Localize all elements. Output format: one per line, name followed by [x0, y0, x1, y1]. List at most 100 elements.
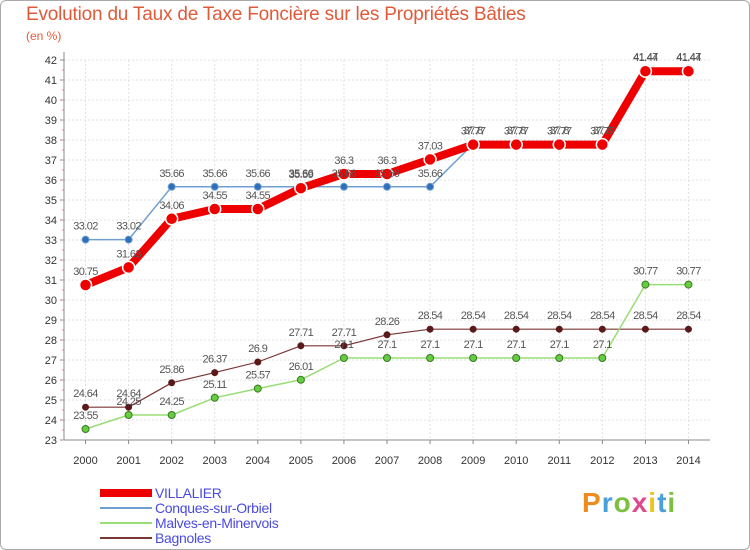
- data-point: [167, 411, 176, 419]
- y-tick-label: 25: [45, 395, 57, 407]
- data-label: 28.26: [375, 316, 400, 328]
- data-point: [383, 331, 391, 339]
- data-point: [125, 403, 133, 411]
- brand-letter: r: [601, 487, 614, 518]
- x-tick-label: 2002: [159, 455, 183, 467]
- data-label: 23.55: [73, 410, 98, 422]
- data-point: [641, 280, 650, 289]
- legend-swatch: [100, 489, 152, 497]
- data-point: [251, 202, 265, 216]
- data-label: 26.9: [248, 343, 267, 355]
- data-label: 25.11: [203, 379, 227, 391]
- data-point: [512, 354, 521, 362]
- legend-label: VILLALIER: [155, 485, 222, 501]
- data-point: [598, 354, 607, 362]
- x-tick-label: 2001: [116, 455, 140, 467]
- chart-subtitle: (en %): [26, 29, 62, 43]
- x-tick-label: 2012: [590, 455, 614, 467]
- x-tick-label: 2007: [375, 455, 399, 467]
- data-label: 35.66: [418, 168, 443, 180]
- y-tick-label: 28: [45, 335, 57, 347]
- data-point: [595, 137, 610, 152]
- data-label: 28.54: [676, 310, 701, 322]
- data-point: [598, 325, 606, 333]
- data-point: [466, 137, 480, 152]
- data-label: 28.54: [504, 310, 529, 322]
- data-label: 28.54: [547, 310, 572, 322]
- data-label: 37.77: [547, 126, 572, 138]
- data-point: [383, 354, 391, 362]
- data-point: [340, 342, 348, 350]
- data-label: 27.1: [550, 339, 569, 351]
- gridlines: [64, 59, 710, 441]
- legend-label: Malves-en-Minervois: [155, 515, 279, 531]
- y-tick-label: 27: [45, 355, 57, 367]
- data-point: [512, 325, 520, 333]
- series-lines: [78, 64, 696, 433]
- data-point: [124, 235, 133, 244]
- data-point: [210, 182, 219, 191]
- x-tick-label: 2009: [461, 455, 485, 467]
- data-point: [296, 375, 305, 384]
- y-tick-label: 38: [45, 135, 57, 147]
- x-tick-label: 2005: [289, 455, 313, 467]
- data-label: 35.66: [332, 168, 357, 180]
- data-label: 37.77: [590, 126, 615, 138]
- data-label: 25.57: [246, 370, 271, 382]
- brand-letter: i: [648, 487, 658, 518]
- data-point: [383, 182, 391, 191]
- data-label: 36.3: [377, 155, 396, 167]
- data-label: 36.3: [334, 155, 353, 167]
- data-label: 41.47: [676, 52, 701, 64]
- y-tick-label: 35: [45, 195, 57, 207]
- data-label: 24.25: [159, 396, 184, 408]
- y-tick-label: 41: [45, 75, 57, 87]
- brand-logo: Proxiti: [582, 487, 676, 519]
- data-label: 31.63: [116, 248, 141, 260]
- data-point: [168, 379, 176, 387]
- data-label: 28.54: [633, 310, 658, 322]
- data-label: 33.02: [73, 221, 98, 233]
- data-label: 27.1: [334, 339, 353, 351]
- data-label: 28.54: [461, 310, 486, 322]
- brand-letter: o: [613, 487, 632, 518]
- data-label: 24.64: [73, 388, 98, 400]
- data-label: 37.8: [593, 125, 612, 137]
- data-point: [469, 325, 477, 333]
- y-tick-label: 24: [45, 415, 57, 427]
- data-point: [638, 64, 653, 78]
- data-label: 28.54: [590, 310, 615, 322]
- axes: 23 24 25 26 27 28 29 30 31 32 33 34 35 36 37 38 39 40 41 42…: [45, 52, 710, 467]
- data-point: [253, 384, 262, 393]
- data-point: [337, 167, 351, 181]
- data-point: [254, 358, 262, 366]
- data-label: 37.8: [464, 125, 483, 137]
- data-point: [684, 280, 693, 289]
- data-label: 34.55: [246, 190, 271, 202]
- data-label: 27.1: [464, 339, 483, 351]
- brand-letter: t: [657, 487, 668, 518]
- data-label: 27.1: [507, 339, 526, 351]
- data-point: [509, 137, 523, 152]
- data-label: 30.77: [633, 266, 658, 278]
- data-point: [294, 181, 308, 195]
- y-tick-label: 33: [45, 235, 57, 247]
- data-point: [426, 354, 435, 362]
- y-tick-label: 34: [45, 215, 57, 227]
- data-point: [82, 403, 90, 411]
- y-tick-label: 26: [45, 375, 57, 387]
- data-label: 37.77: [461, 126, 486, 138]
- data-label: 37.8: [507, 125, 526, 137]
- data-label: 30.75: [73, 266, 98, 278]
- data-label: 35.66: [246, 168, 271, 180]
- legend-swatch: [100, 537, 152, 539]
- data-point: [426, 182, 435, 191]
- y-tick-label: 23: [45, 435, 57, 447]
- data-point: [641, 325, 649, 333]
- data-point: [555, 354, 564, 362]
- x-tick-label: 2003: [202, 455, 226, 467]
- data-label: 26.01: [289, 361, 314, 373]
- data-point: [207, 202, 222, 216]
- x-tick-label: 2004: [246, 455, 270, 467]
